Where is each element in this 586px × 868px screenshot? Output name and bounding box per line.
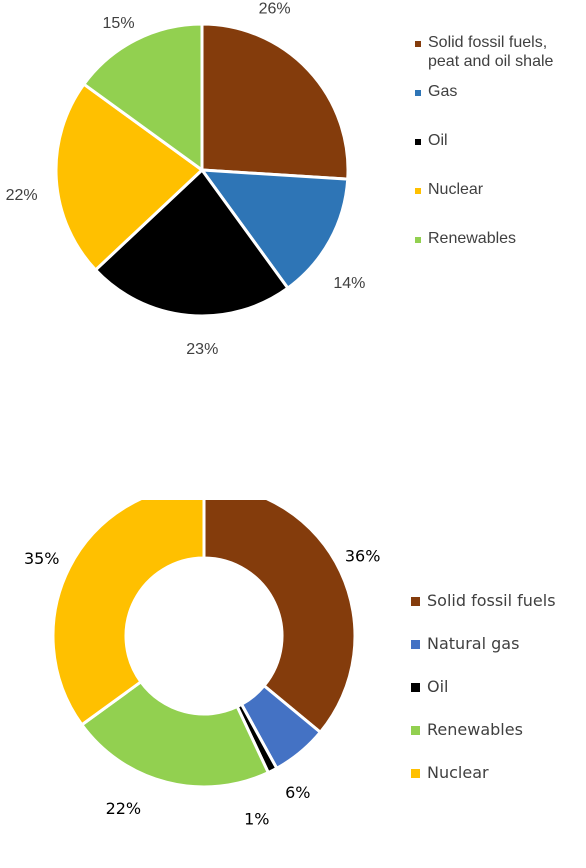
donut2-legend-label-4: Renewables bbox=[427, 720, 523, 739]
pie1-legend-marker-3 bbox=[415, 139, 421, 145]
pie1-legend-label-1: Solid fossil fuels, bbox=[428, 34, 547, 51]
donut2-pct-label-3: 1% bbox=[244, 810, 269, 829]
pie1-legend-marker-5 bbox=[415, 237, 421, 243]
donut2-legend-marker-1 bbox=[411, 597, 420, 606]
pie1-slice-2 bbox=[200, 168, 350, 290]
pie1-slice-3 bbox=[94, 168, 290, 318]
donut2-slice-1 bbox=[202, 483, 357, 734]
donut-chart-2: 36% 6% 1% 22% 35% Solid fossil fuels Natural g… bbox=[0, 483, 586, 863]
donut-chart-2-svg: 36% 6% 1% 22% 35% Solid fossil fuels Natural g… bbox=[24, 483, 556, 829]
donut2-slice-4 bbox=[80, 680, 270, 789]
pie1-legend-marker-4 bbox=[415, 188, 421, 194]
pie1-pct-label-3: 23% bbox=[186, 341, 218, 358]
pie1-legend-label-4: Nuclear bbox=[428, 181, 484, 198]
donut2-legend-marker-5 bbox=[411, 769, 420, 778]
donut2-legend-marker-3 bbox=[411, 683, 420, 692]
pie-chart-1-svg: 26% 14% 23% 22% 15% Solid fossil fuels, peat a… bbox=[6, 0, 554, 358]
donut2-slice-5 bbox=[51, 483, 206, 727]
donut2-legend-marker-2 bbox=[411, 640, 420, 649]
donut2-legend-label-3: Oil bbox=[427, 677, 448, 696]
pie1-legend-label-2: Gas bbox=[428, 83, 457, 100]
donut2-pct-label-5: 35% bbox=[24, 549, 60, 568]
pie1-legend-label-1: peat and oil shale bbox=[428, 53, 554, 70]
donut2-pct-label-4: 22% bbox=[106, 799, 142, 818]
pie1-legend-label-3: Oil bbox=[428, 132, 448, 149]
donut2-legend-label-1: Solid fossil fuels bbox=[427, 591, 556, 610]
pie1-slice-5 bbox=[82, 22, 204, 172]
pie1-pct-label-2: 14% bbox=[333, 275, 365, 292]
donut2-pct-label-1: 36% bbox=[345, 546, 381, 565]
pie-chart-1: 26% 14% 23% 22% 15% Solid fossil fuels, peat a… bbox=[0, 0, 586, 400]
donut2-legend-label-2: Natural gas bbox=[427, 634, 519, 653]
pie1-legend-marker-2 bbox=[415, 90, 421, 96]
pie1-slice-1 bbox=[200, 22, 350, 181]
pie1-slice-4 bbox=[54, 82, 204, 272]
donut2-legend-marker-4 bbox=[411, 726, 420, 735]
pie1-pct-label-1: 26% bbox=[259, 0, 291, 17]
donut2-pct-label-2: 6% bbox=[285, 783, 310, 802]
pie1-legend-label-5: Renewables bbox=[428, 230, 516, 247]
pie1-pct-label-5: 15% bbox=[103, 15, 135, 32]
donut2-legend-label-5: Nuclear bbox=[427, 763, 489, 782]
pie1-pct-label-4: 22% bbox=[6, 187, 38, 204]
pie1-legend-marker-1 bbox=[415, 41, 421, 47]
